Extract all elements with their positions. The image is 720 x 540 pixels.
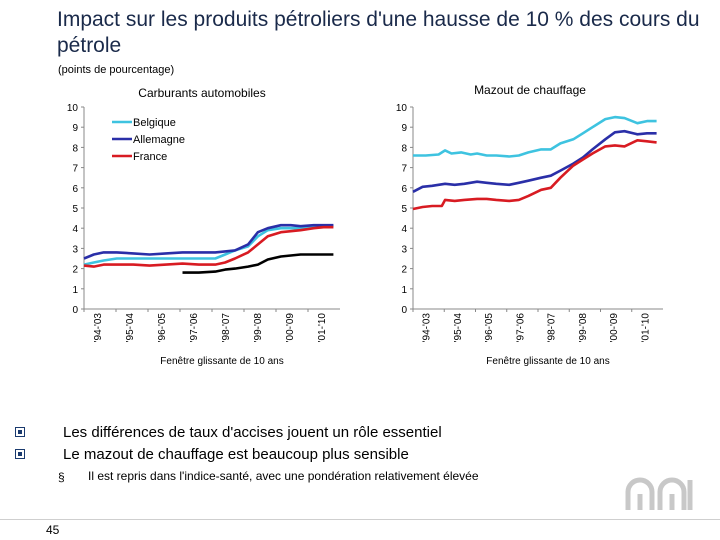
y-tick-label: 1 (401, 285, 407, 296)
sub-bullet-text: Il est repris dans l'indice-santé, avec … (88, 469, 479, 483)
y-tick-label: 5 (401, 204, 407, 215)
charts-canvas: 012345678910'94-'03'95-'04'96-'05'97-'06… (67, 83, 663, 367)
y-tick-label: 4 (401, 224, 407, 235)
legend-label: Allemagne (133, 134, 185, 146)
x-tick-label: '96-'05 (157, 313, 168, 343)
footer-divider (0, 519, 720, 520)
y-tick-label: 3 (72, 244, 78, 255)
y-tick-label: 1 (72, 285, 78, 296)
checkbox-bullet-icon (15, 449, 25, 459)
slide-title: Impact sur les produits pétroliers d'une… (57, 8, 700, 57)
y-tick-label: 10 (396, 103, 408, 114)
legend-label: Belgique (133, 117, 176, 129)
x-tick-label: '98-'07 (547, 313, 558, 343)
series-line-france (412, 139, 657, 211)
series-line-france (83, 225, 334, 268)
y-tick-label: 10 (67, 103, 79, 114)
bank-logo-icon (625, 477, 693, 510)
y-tick-label: 0 (72, 305, 78, 316)
x-tick-label: '95-'04 (125, 313, 136, 343)
y-tick-label: 3 (401, 244, 407, 255)
y-tick-label: 9 (401, 123, 407, 134)
legend-label: France (133, 151, 167, 163)
y-tick-label: 0 (401, 305, 407, 316)
slide-subtitle: (points de pourcentage) (58, 64, 175, 76)
x-axis-label: Fenêtre glissante de 10 ans (160, 356, 283, 367)
y-tick-label: 7 (72, 164, 78, 175)
x-tick-label: '97-'06 (189, 313, 200, 343)
y-tick-label: 2 (72, 265, 78, 276)
x-tick-label: '00-'09 (609, 313, 620, 343)
x-axis-label: Fenêtre glissante de 10 ans (486, 356, 609, 367)
x-tick-label: '94-'03 (93, 313, 104, 343)
y-tick-label: 5 (72, 204, 78, 215)
checkbox-bullet-icon (15, 427, 25, 437)
x-tick-label: '97-'06 (515, 313, 526, 343)
x-tick-label: '01-'10 (640, 313, 651, 343)
series-line-allemagne (83, 223, 334, 260)
y-tick-label: 8 (401, 143, 407, 154)
y-tick-label: 6 (401, 184, 407, 195)
series-line-unnamed (182, 253, 334, 274)
series-line-belgique (83, 224, 334, 266)
chart-title: Mazout de chauffage (474, 83, 586, 97)
y-tick-label: 4 (72, 224, 78, 235)
x-tick-label: '99-'08 (253, 313, 264, 343)
y-tick-label: 9 (72, 123, 78, 134)
x-tick-label: '95-'04 (453, 313, 464, 343)
bullet-text: Le mazout de chauffage est beaucoup plus… (63, 446, 409, 463)
y-tick-label: 8 (72, 143, 78, 154)
y-tick-label: 2 (401, 265, 407, 276)
bullet-text: Les différences de taux d'accises jouent… (63, 424, 442, 441)
section-bullet-icon: § (58, 470, 65, 484)
series-line-belgique (413, 115, 657, 158)
x-tick-label: '99-'08 (578, 313, 589, 343)
x-tick-label: '01-'10 (317, 313, 328, 343)
x-tick-label: '96-'05 (484, 313, 495, 343)
series-line-allemagne (412, 129, 657, 193)
y-tick-label: 6 (72, 184, 78, 195)
chart-title: Carburants automobiles (138, 86, 265, 100)
x-tick-label: '00-'09 (285, 313, 296, 343)
x-tick-label: '94-'03 (422, 313, 433, 343)
y-tick-label: 7 (401, 164, 407, 175)
page-number: 45 (46, 523, 60, 537)
x-tick-label: '98-'07 (221, 313, 232, 343)
